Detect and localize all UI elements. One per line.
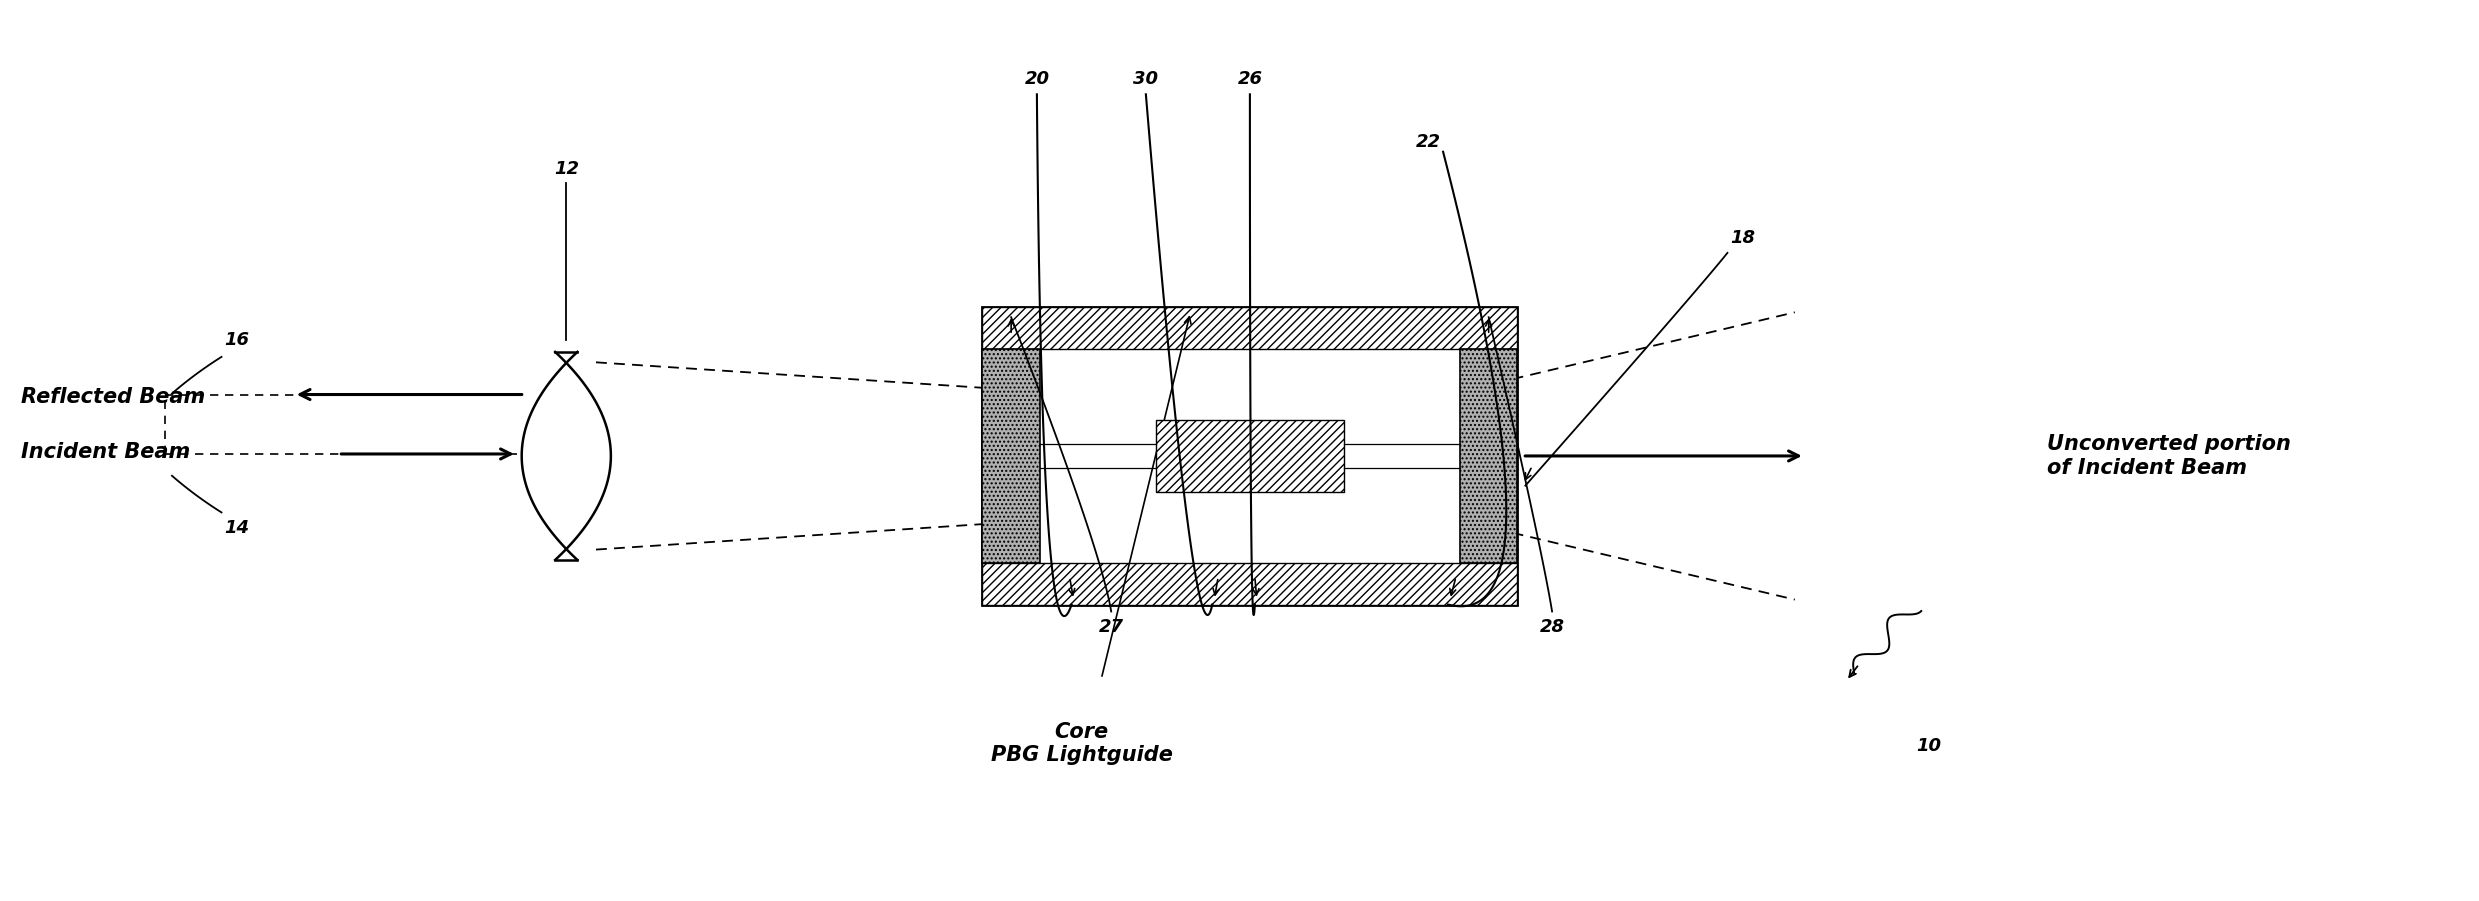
- Text: Incident Beam: Incident Beam: [22, 442, 191, 462]
- Text: 12: 12: [553, 159, 578, 177]
- Text: 30: 30: [1133, 70, 1158, 88]
- Text: Core
PBG Lightguide: Core PBG Lightguide: [992, 722, 1173, 765]
- Text: 16: 16: [226, 331, 250, 349]
- Text: 26: 26: [1237, 70, 1262, 88]
- Bar: [982, 563, 1517, 605]
- Text: Unconverted portion
of Incident Beam: Unconverted portion of Incident Beam: [2048, 434, 2291, 478]
- Bar: [982, 307, 1517, 349]
- Bar: [1460, 349, 1517, 563]
- Bar: [982, 307, 1517, 605]
- Text: 28: 28: [1539, 618, 1564, 636]
- Text: 10: 10: [1916, 737, 1941, 755]
- Text: Reflected Beam: Reflected Beam: [22, 387, 206, 406]
- Text: 20: 20: [1024, 70, 1049, 88]
- Bar: [1155, 420, 1344, 492]
- Text: 18: 18: [1730, 229, 1755, 247]
- Bar: [982, 349, 1039, 563]
- Text: 27: 27: [1098, 618, 1123, 636]
- Text: 22: 22: [1416, 132, 1440, 150]
- Text: 14: 14: [226, 519, 250, 537]
